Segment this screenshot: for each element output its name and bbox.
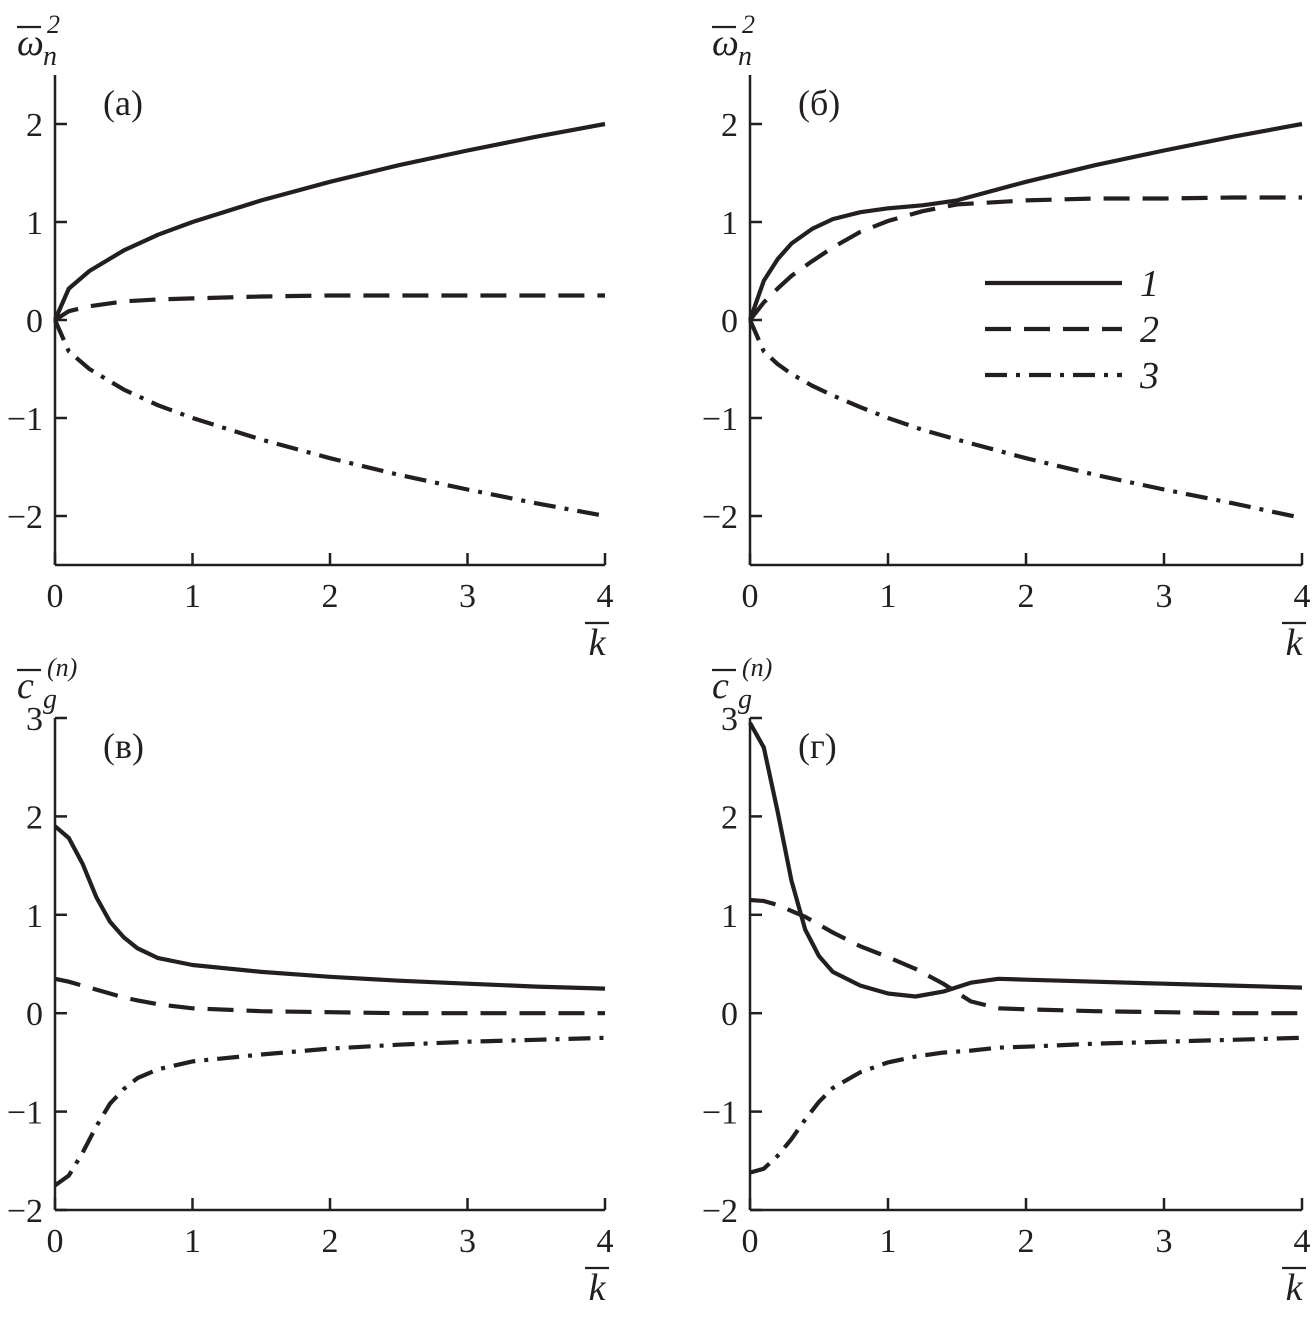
y-tick-label: 3 [721, 701, 738, 738]
series-line-2 [749, 897, 1302, 1016]
x-tick-label: 0 [742, 578, 759, 615]
x-tick-label: 3 [1156, 1223, 1173, 1260]
y-tick-label: 0 [721, 303, 738, 340]
panel-4: −2 −1 0 1 2 3 0 1 2 3 4 k c g(n) (г) [702, 653, 1311, 1309]
y-tick-label: 2 [26, 107, 43, 144]
x-axis-label: k [1286, 1267, 1304, 1309]
y-axis-label-superscript: 2 [742, 10, 755, 39]
x-tick-label: 2 [322, 1223, 339, 1260]
y-tick-label: 3 [26, 701, 43, 738]
x-tick-label: 3 [459, 578, 476, 615]
y-tick-label: 2 [26, 799, 43, 836]
y-tick-label: 2 [721, 799, 738, 836]
x-tick-label: 4 [1294, 578, 1311, 615]
y-axis-label-symbol: c [712, 665, 729, 707]
y-tick-label: −1 [7, 1095, 43, 1132]
series-line-3 [53, 319, 606, 519]
series-line-1 [748, 121, 1303, 321]
x-tick-label: 1 [880, 1223, 897, 1260]
y-axis-label-superscript: 2 [47, 10, 60, 39]
x-tick-label: 1 [184, 1223, 201, 1260]
x-axis-label: k [1286, 622, 1304, 664]
x-axis-label: k [589, 1267, 607, 1309]
panel-label: (г) [798, 726, 837, 766]
series-line-1 [53, 824, 606, 991]
y-tick-label: 1 [721, 898, 738, 935]
x-tick-label: 1 [184, 578, 201, 615]
y-axis-label-subscript: g [738, 684, 752, 715]
legend-label-1: 1 [1140, 263, 1159, 305]
y-tick-label: 0 [721, 996, 738, 1033]
x-tick-label: 1 [880, 578, 897, 615]
series-line-2 [53, 293, 605, 322]
y-axis-label-subscript: g [43, 684, 57, 715]
y-tick-label: −2 [7, 1193, 43, 1230]
legend-label-3: 3 [1139, 355, 1159, 397]
y-tick-label: −2 [702, 499, 738, 536]
series-line-2 [748, 195, 1302, 322]
legend-label-2: 2 [1140, 309, 1159, 351]
y-tick-label: 1 [721, 205, 738, 242]
x-tick-label: 3 [459, 1223, 476, 1260]
y-tick-label: −1 [702, 401, 738, 438]
y-tick-label: 0 [26, 996, 43, 1033]
x-axis-label: k [589, 622, 607, 664]
y-axis-label-symbol: ω [17, 22, 44, 64]
series-line-3 [53, 1035, 606, 1188]
series-line-2 [54, 976, 605, 1016]
y-axis-label-symbol: c [17, 665, 34, 707]
x-tick-label: 0 [742, 1223, 759, 1260]
y-tick-label: −2 [7, 499, 43, 536]
series-line-1 [53, 121, 606, 321]
y-tick-label: 1 [26, 898, 43, 935]
y-axis-label-superscript: (n) [47, 653, 77, 682]
legend: 123 [985, 263, 1159, 397]
x-tick-label: 0 [47, 578, 64, 615]
panel-3: −2 −1 0 1 2 3 0 1 2 3 4 k c g(n) (в) [7, 653, 614, 1309]
y-axis-label-symbol: ω [712, 22, 739, 64]
x-tick-label: 3 [1156, 578, 1173, 615]
series-line-1 [748, 721, 1303, 999]
x-tick-label: 2 [1018, 578, 1035, 615]
x-tick-label: 2 [322, 578, 339, 615]
y-tick-label: −1 [7, 401, 43, 438]
y-axis-label-subscript: n [738, 41, 752, 72]
series-line-3 [748, 319, 1303, 521]
y-tick-label: 2 [721, 107, 738, 144]
y-tick-label: −1 [702, 1095, 738, 1132]
y-tick-label: 1 [26, 205, 43, 242]
y-axis-label-superscript: (n) [742, 653, 772, 682]
panel-label: (а) [103, 83, 143, 123]
panel-label: (б) [798, 83, 840, 123]
y-axis-label-subscript: n [43, 41, 57, 72]
y-tick-label: 0 [26, 303, 43, 340]
series-line-3 [749, 1035, 1303, 1175]
x-tick-label: 4 [597, 1223, 614, 1260]
y-tick-label: −2 [702, 1193, 738, 1230]
x-tick-label: 4 [1294, 1223, 1311, 1260]
x-tick-label: 2 [1018, 1223, 1035, 1260]
x-tick-label: 4 [597, 578, 614, 615]
panel-label: (в) [103, 726, 144, 766]
x-tick-label: 0 [47, 1223, 64, 1260]
